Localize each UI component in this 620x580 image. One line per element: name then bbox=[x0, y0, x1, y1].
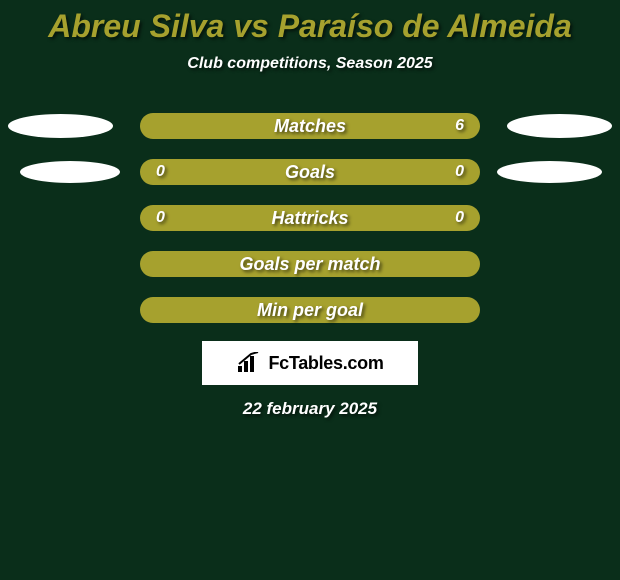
stat-label: Goals bbox=[285, 162, 335, 183]
stat-row: Matches 6 bbox=[0, 113, 620, 139]
subtitle: Club competitions, Season 2025 bbox=[0, 55, 620, 73]
date-label: 22 february 2025 bbox=[0, 399, 620, 419]
stat-right-value: 6 bbox=[455, 117, 464, 135]
stat-bar: Goals per match bbox=[140, 251, 480, 277]
logo: FcTables.com bbox=[202, 341, 418, 385]
page-title: Abreu Silva vs Paraíso de Almeida bbox=[0, 0, 620, 45]
stat-right-value: 0 bbox=[455, 163, 464, 181]
player-right-ellipse bbox=[497, 161, 602, 183]
stat-row: Goals per match bbox=[0, 251, 620, 277]
stat-bar: 0 Hattricks 0 bbox=[140, 205, 480, 231]
stat-label: Min per goal bbox=[257, 300, 363, 321]
stat-rows: Matches 6 0 Goals 0 0 Hattricks 0 Goals … bbox=[0, 113, 620, 323]
stat-label: Hattricks bbox=[271, 208, 348, 229]
stat-left-value: 0 bbox=[156, 209, 165, 227]
stat-bar: 0 Goals 0 bbox=[140, 159, 480, 185]
stat-label: Goals per match bbox=[239, 254, 380, 275]
player-right-ellipse bbox=[507, 114, 612, 138]
stat-left-value: 0 bbox=[156, 163, 165, 181]
stat-row: Min per goal bbox=[0, 297, 620, 323]
player-left-ellipse bbox=[8, 114, 113, 138]
logo-text: FcTables.com bbox=[268, 353, 383, 374]
stat-row: 0 Goals 0 bbox=[0, 159, 620, 185]
stat-row: 0 Hattricks 0 bbox=[0, 205, 620, 231]
stat-bar: Matches 6 bbox=[140, 113, 480, 139]
stat-bar: Min per goal bbox=[140, 297, 480, 323]
stat-right-value: 0 bbox=[455, 209, 464, 227]
player-left-ellipse bbox=[20, 161, 120, 183]
bar-chart-icon bbox=[236, 352, 262, 374]
stat-label: Matches bbox=[274, 116, 346, 137]
